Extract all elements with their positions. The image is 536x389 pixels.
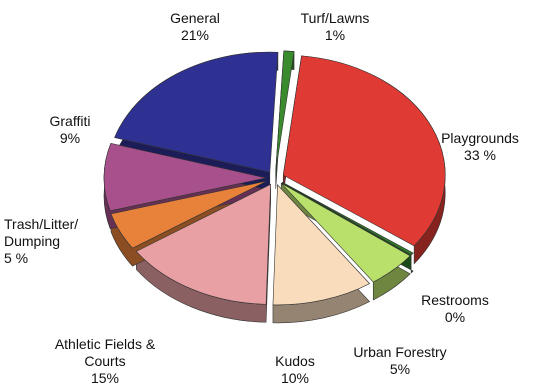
label-urban-forestry: Urban Forestry 5% [340, 344, 460, 378]
label-playgrounds: Playgrounds 33 % [430, 130, 530, 164]
slice-trash-litter-dumping [110, 180, 267, 249]
label-graffiti: Graffiti 9% [30, 113, 110, 147]
slice-kudos [272, 184, 371, 306]
label-turf-lawns: Turf/Lawns 1% [280, 10, 390, 44]
label-athletic: Athletic Fields & Courts 15% [30, 336, 180, 387]
slice-value-playgrounds: 33 % [464, 147, 496, 163]
slice-value-trash: 5 % [4, 250, 29, 266]
slice-label-general: General [170, 10, 220, 26]
label-trash: Trash/Litter/ Dumping 5 % [4, 216, 124, 267]
slice-playgrounds [282, 55, 446, 247]
slice-restrooms [282, 182, 414, 256]
slice-label-urban-forestry: Urban Forestry [353, 344, 447, 360]
slice-label-restrooms: Restrooms [421, 292, 489, 308]
slice-value-restrooms: 0% [444, 309, 466, 325]
slice-value-athletic: 15% [90, 370, 120, 386]
slice-label-kudos: Kudos [275, 353, 315, 369]
slice-value-urban-forestry: 5% [389, 361, 411, 377]
slice-graffiti [103, 143, 267, 212]
slice-general [114, 51, 279, 173]
pie-tops [103, 50, 446, 306]
slice-value-kudos: 10% [280, 370, 310, 386]
slice-label-athletic: Athletic Fields & Courts [54, 336, 156, 369]
slice-value-graffiti: 9% [59, 130, 81, 146]
slice-value-turf-lawns: 1% [324, 27, 346, 43]
slice-label-trash: Trash/Litter/ Dumping [4, 216, 79, 249]
label-kudos: Kudos 10% [250, 353, 340, 387]
slice-athletic-fields-courts [135, 183, 271, 305]
slice-turf-lawns [275, 50, 295, 171]
slice-label-turf-lawns: Turf/Lawns [300, 10, 370, 26]
slice-label-graffiti: Graffiti [49, 113, 91, 129]
slice-urban-forestry [280, 182, 411, 283]
slice-label-playgrounds: Playgrounds [441, 130, 519, 146]
slice-value-general: 21% [180, 27, 210, 43]
label-restrooms: Restrooms 0% [400, 292, 510, 326]
label-general: General 21% [150, 10, 240, 44]
